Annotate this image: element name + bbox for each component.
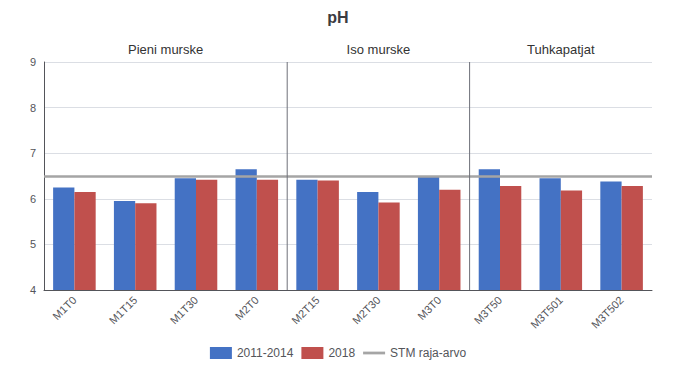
svg-text:M3T501: M3T501 — [528, 294, 565, 331]
svg-text:M1T15: M1T15 — [107, 294, 140, 327]
svg-text:5: 5 — [30, 238, 36, 250]
svg-text:7: 7 — [30, 147, 36, 159]
svg-text:4: 4 — [30, 284, 36, 296]
svg-text:2018: 2018 — [328, 346, 355, 360]
svg-text:M2T0: M2T0 — [233, 294, 261, 322]
svg-text:Pieni murske: Pieni murske — [128, 42, 203, 57]
svg-text:Iso murske: Iso murske — [347, 42, 411, 57]
svg-text:2011-2014: 2011-2014 — [237, 346, 294, 360]
svg-text:pH: pH — [327, 9, 348, 26]
svg-text:6: 6 — [30, 193, 36, 205]
svg-text:M3T0: M3T0 — [415, 294, 443, 322]
svg-text:M3T50: M3T50 — [472, 294, 505, 327]
svg-text:M3T502: M3T502 — [589, 294, 626, 331]
svg-text:Tuhkapatjat: Tuhkapatjat — [527, 42, 595, 57]
svg-text:9: 9 — [30, 56, 36, 68]
svg-text:8: 8 — [30, 102, 36, 114]
svg-text:M1T0: M1T0 — [50, 294, 78, 322]
svg-text:M1T30: M1T30 — [168, 294, 201, 327]
svg-text:M2T30: M2T30 — [350, 294, 383, 327]
svg-text:STM raja-arvo: STM raja-arvo — [390, 346, 466, 360]
svg-text:M2T15: M2T15 — [289, 294, 322, 327]
